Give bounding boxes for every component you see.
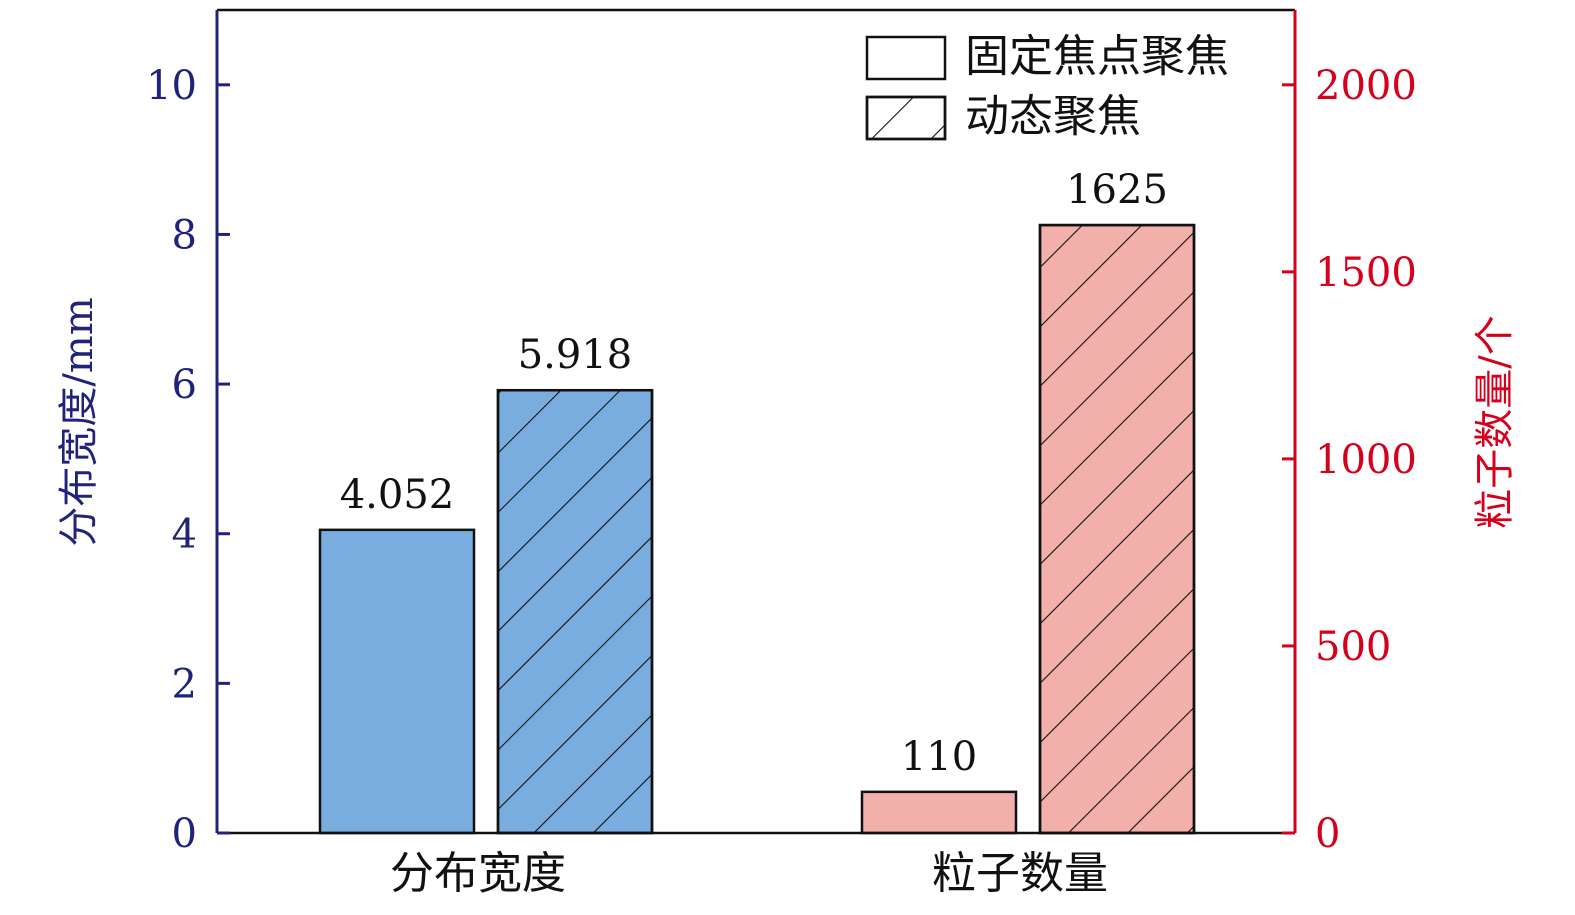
left-tick-label: 10 [146, 63, 197, 109]
right-tick-label: 0 [1315, 811, 1340, 857]
legend-swatch [865, 35, 947, 81]
bar-hatch [496, 388, 654, 835]
left-tick-label: 0 [172, 811, 197, 857]
left-tick-label: 2 [172, 661, 197, 707]
left-tick-label: 8 [172, 212, 197, 258]
legend-label: 固定焦点聚焦 [965, 31, 1229, 82]
right-axis-label: 粒子数量/个 [1472, 315, 1518, 528]
left-tick-label: 6 [172, 362, 197, 408]
bar-hatch [1038, 223, 1196, 835]
right-tick-label: 500 [1315, 624, 1391, 670]
bar-1-0 [860, 790, 1018, 835]
data-label: 5.918 [518, 332, 633, 378]
category-label: 粒子数量 [932, 848, 1108, 899]
category-label: 分布宽度 [390, 848, 566, 899]
right-tick-label: 1000 [1315, 437, 1417, 483]
data-label: 110 [901, 734, 977, 780]
left-axis-label: 分布宽度/mm [56, 297, 102, 546]
left-tick-label: 4 [172, 512, 197, 558]
bar-0-0 [318, 528, 476, 835]
legend-label: 动态聚焦 [965, 91, 1141, 142]
legend-swatch-hatch [865, 95, 947, 141]
right-tick-label: 1500 [1315, 250, 1417, 296]
data-label: 4.052 [340, 472, 455, 518]
data-label: 1625 [1066, 167, 1168, 213]
right-tick-label: 2000 [1315, 63, 1417, 109]
